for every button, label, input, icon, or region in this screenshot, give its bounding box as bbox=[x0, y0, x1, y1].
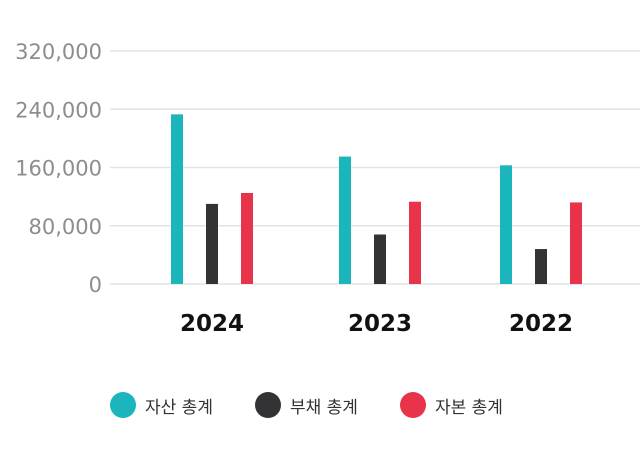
y-tick-label: 240,000 bbox=[15, 98, 102, 122]
x-category-label: 2023 bbox=[348, 311, 412, 337]
bar-equity-2024 bbox=[241, 192, 253, 284]
x-category-label: 2022 bbox=[509, 311, 573, 337]
legend-item-assets: 자산 총계 bbox=[110, 392, 213, 418]
legend-item-equity: 자본 총계 bbox=[399, 392, 503, 418]
y-tick-label: 320,000 bbox=[15, 40, 102, 64]
bar-assets-2024 bbox=[171, 114, 183, 284]
legend-item-liabilities: 부채 총계 bbox=[254, 392, 358, 418]
legend-swatch-liabilities bbox=[254, 392, 281, 418]
bar-assets-2022 bbox=[500, 165, 512, 284]
y-tick-label: 160,000 bbox=[15, 157, 102, 181]
legend-swatch-equity bbox=[399, 392, 426, 418]
legend-label-liabilities: 부채 총계 bbox=[289, 397, 358, 418]
bar-liabilities-2024 bbox=[206, 203, 218, 284]
x-category-label: 2024 bbox=[180, 311, 244, 337]
bar-liabilities-2023 bbox=[374, 234, 386, 284]
legend-swatch-assets bbox=[110, 392, 136, 418]
bar-assets-2023 bbox=[339, 156, 351, 284]
bar-chart: 0 80,000 160,000 240,000 320,000 2024 2023 2022 bbox=[15, 40, 640, 337]
bar-liabilities-2022 bbox=[535, 249, 547, 284]
y-tick-label: 0 bbox=[89, 273, 102, 297]
chart-legend: 자산 총계 부채 총계 자본 총계 bbox=[110, 392, 545, 418]
legend-label-assets: 자산 총계 bbox=[145, 397, 213, 418]
legend-label-equity: 자본 총계 bbox=[434, 397, 503, 418]
bar-equity-2023 bbox=[409, 201, 421, 284]
y-tick-label: 80,000 bbox=[29, 215, 102, 239]
bar-equity-2022 bbox=[570, 202, 582, 284]
